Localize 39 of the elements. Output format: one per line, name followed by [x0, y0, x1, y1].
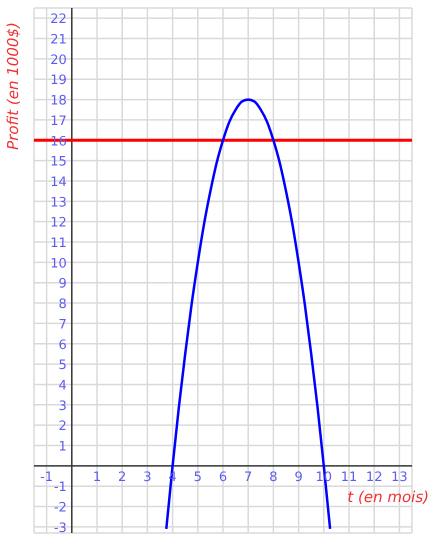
y-tick-label: 17 [50, 114, 67, 129]
y-tick-label: 22 [50, 12, 67, 28]
y-tick-label: -2 [54, 500, 67, 516]
y-tick-label: 5 [58, 358, 67, 374]
y-tick-label: -1 [54, 480, 67, 496]
x-tick-label: 5 [194, 470, 202, 485]
y-tick-label: 14 [50, 174, 67, 190]
x-tick-label: -1 [40, 470, 54, 485]
x-tick-label: 8 [269, 470, 278, 485]
line-series [165, 98, 332, 530]
y-tick-label: -3 [54, 520, 67, 534]
x-tick-label: 13 [391, 470, 408, 485]
y-tick-label: 10 [50, 256, 67, 272]
y-tick-label: 6 [58, 338, 67, 353]
y-tick-label: 3 [58, 398, 67, 414]
y-tick-label: 13 [50, 195, 67, 210]
y-tick-label: 1 [58, 440, 67, 454]
x-tick-label: 6 [218, 470, 228, 485]
y-tick-label: 11 [50, 236, 67, 252]
x-tick-label: 2 [118, 470, 126, 485]
x-axis-title: t (en mois) [347, 488, 429, 506]
y-tick-label: 18 [50, 94, 67, 109]
y-tick-label: 21 [50, 32, 67, 48]
y-tick-label: 7 [58, 317, 67, 332]
x-tick-label: 3 [143, 470, 152, 485]
x-tick-label: 1 [92, 470, 102, 485]
y-tick-label: 8 [58, 297, 67, 312]
y-tick-label: 15 [50, 154, 67, 170]
y-axis-title: Profit (en 1000$) [4, 22, 22, 150]
y-tick-label: 9 [58, 276, 67, 292]
x-tick-label: 9 [294, 470, 303, 485]
y-tick-label: 2 [58, 419, 67, 434]
x-tick-label: 11 [340, 470, 358, 485]
y-tick-label: 19 [50, 73, 67, 88]
y-tick-label: 12 [50, 216, 67, 231]
y-tick-label: 20 [50, 52, 67, 68]
x-tick-label: 12 [366, 470, 382, 485]
x-tick-label: 7 [244, 470, 252, 485]
y-tick-label: 4 [58, 378, 67, 394]
